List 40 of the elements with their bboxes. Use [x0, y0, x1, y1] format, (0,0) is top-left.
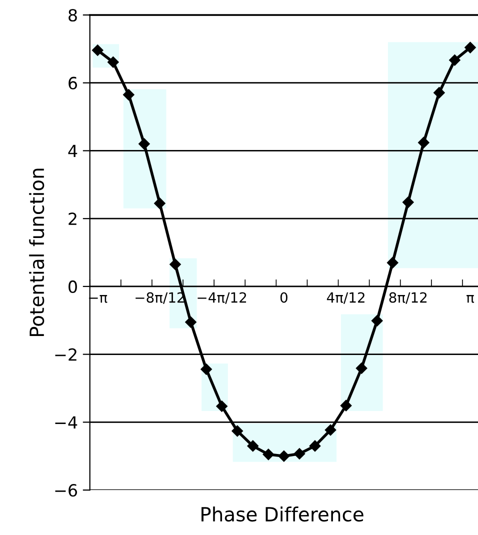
point	[402, 196, 414, 208]
point	[294, 448, 306, 460]
y-tick-label: 2	[68, 212, 76, 225]
y-tick-label: 4	[68, 144, 78, 158]
y-tick-label: −4	[55, 416, 78, 429]
x-tick-label: 8π/12	[389, 292, 427, 304]
x-tick-label: 4π/12	[326, 292, 364, 304]
point	[309, 440, 321, 452]
y-tick-label: 6	[68, 76, 78, 90]
point	[449, 54, 460, 66]
point	[418, 136, 430, 148]
x-axis-title: Phase Difference	[202, 506, 364, 522]
point	[247, 440, 258, 452]
point	[278, 450, 290, 462]
point	[138, 138, 150, 150]
point	[108, 56, 119, 68]
point	[262, 448, 274, 460]
x-tick-label: −4π/12	[198, 292, 246, 304]
point	[200, 364, 212, 375]
point	[216, 400, 228, 412]
y-tick-label: −6	[55, 484, 78, 497]
point	[232, 425, 243, 437]
point	[340, 400, 352, 412]
point	[123, 89, 134, 100]
point	[92, 44, 104, 56]
point	[185, 316, 196, 328]
point	[371, 315, 383, 326]
point	[356, 362, 368, 374]
point	[434, 87, 445, 98]
point	[324, 424, 336, 436]
point	[170, 258, 181, 270]
y-tick-label: −2	[55, 348, 76, 361]
point	[387, 257, 398, 268]
y-axis-title: Potential function	[29, 168, 44, 336]
x-tick-label: 0	[280, 292, 288, 303]
y-tick-label: 0	[68, 280, 77, 294]
point	[154, 198, 166, 209]
y-tick-label: 8	[68, 8, 77, 22]
x-tick-label: π	[466, 294, 474, 303]
point	[464, 42, 476, 54]
